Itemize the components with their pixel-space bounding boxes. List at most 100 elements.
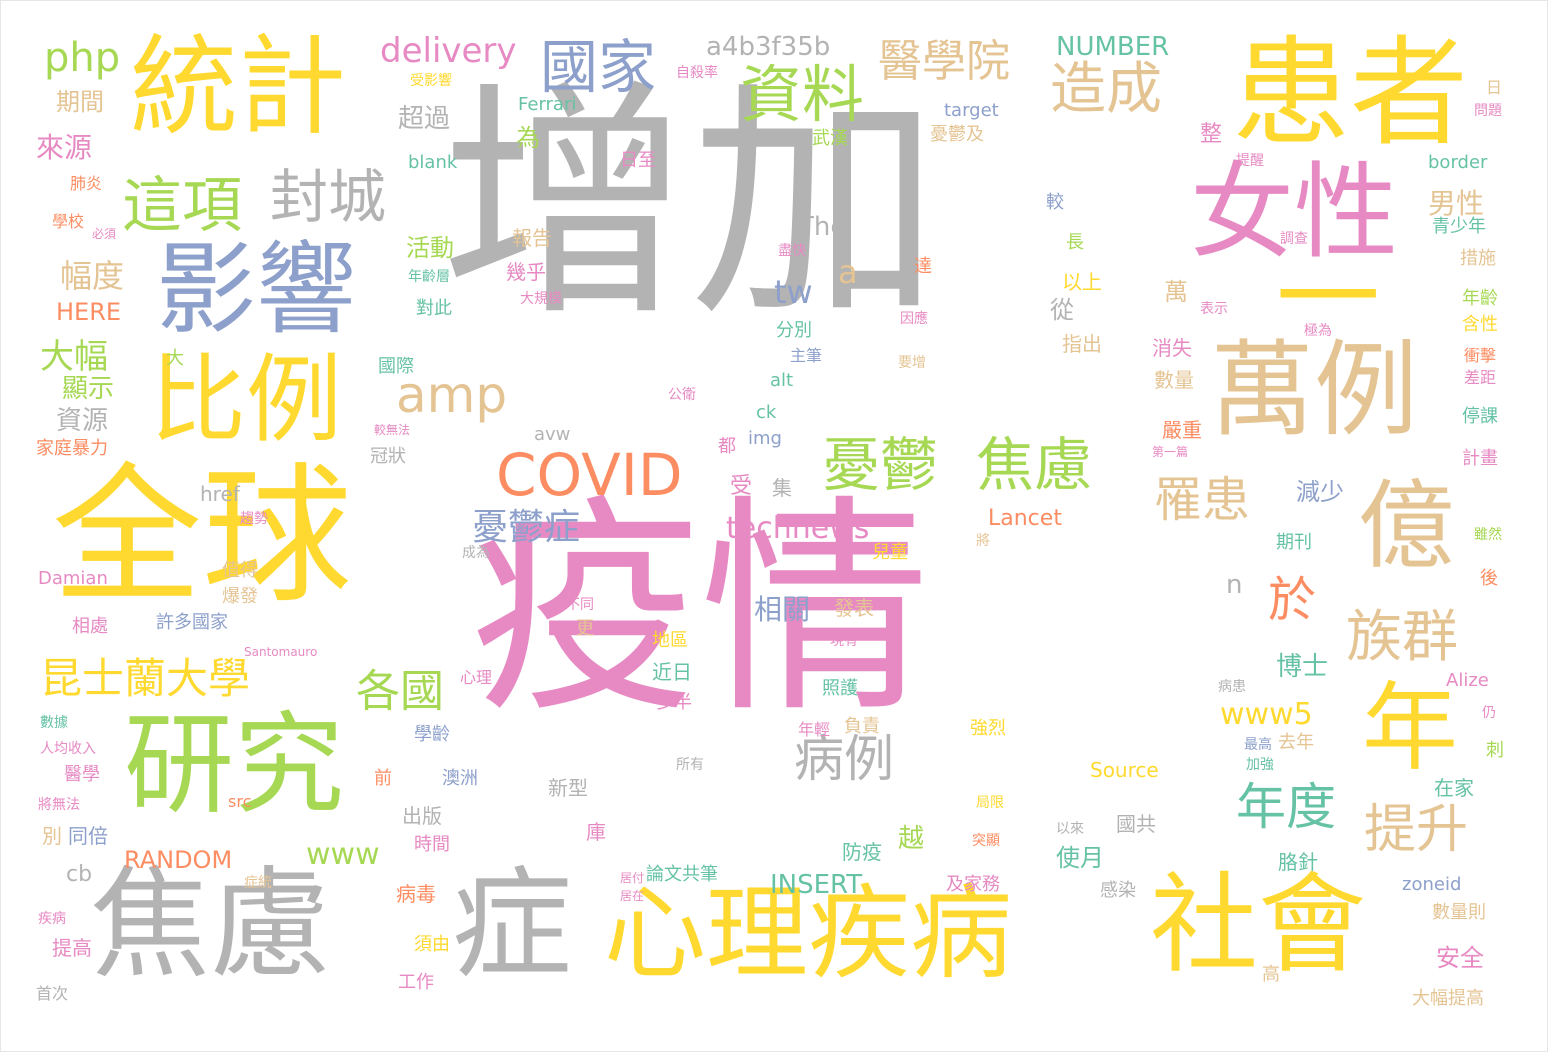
word-cloud-word: 將無法 <box>38 797 80 813</box>
word-cloud-word: 日至 <box>620 150 656 171</box>
word-cloud-word: RANDOM <box>124 846 233 874</box>
word-cloud-word: 含性 <box>1462 314 1498 335</box>
word-cloud-word: 要增 <box>898 355 926 371</box>
word-cloud-word: 前 <box>374 768 392 789</box>
word-cloud-word: 心理疾病 <box>604 875 1012 994</box>
word-cloud-word: 及家務 <box>946 874 1000 895</box>
word-cloud-word: 主筆 <box>790 346 823 365</box>
word-cloud-word: 更 <box>576 618 594 639</box>
word-cloud-word: 達 <box>914 256 932 277</box>
word-cloud-word: 現有 <box>830 633 858 649</box>
word-cloud-word: 差距 <box>1464 368 1497 387</box>
word-cloud-word: 資源 <box>56 406 109 436</box>
word-cloud-word: 憂鬱及 <box>930 124 984 145</box>
word-cloud-word: 加強 <box>1246 757 1274 773</box>
word-cloud-word: 醫學 <box>64 764 100 785</box>
word-cloud-word: 爆發 <box>222 586 258 607</box>
word-cloud-word: 別 <box>42 824 62 848</box>
word-cloud-word: 武漢 <box>812 128 848 149</box>
word-cloud-word: 受 <box>730 474 753 499</box>
word-cloud-word: 影響 <box>156 231 356 348</box>
word-cloud-word: 醫學院 <box>878 36 1010 87</box>
word-cloud-word: 於 <box>1268 572 1317 628</box>
word-cloud-word: 長 <box>1066 232 1084 253</box>
word-cloud-word: 工作 <box>398 972 434 993</box>
word-cloud-word: 罹患 <box>1154 472 1251 528</box>
word-cloud-word: 自殺率 <box>676 65 718 81</box>
word-cloud-word: blank <box>408 152 458 173</box>
word-cloud-word: 超過 <box>398 104 451 134</box>
word-cloud-word: 最高 <box>1244 737 1272 753</box>
word-cloud-word: 族群 <box>1346 605 1458 670</box>
word-cloud-word: INSERT <box>770 870 863 900</box>
word-cloud-word: 時間 <box>414 834 450 855</box>
word-cloud-word: 安全 <box>1436 944 1484 972</box>
word-cloud-word: 焦慮 <box>976 431 1093 499</box>
word-cloud-word: 措施 <box>1460 248 1496 269</box>
word-cloud-word: 新型 <box>548 776 588 800</box>
word-cloud-word: 社會 <box>1150 863 1367 988</box>
word-cloud-word: 日 <box>1486 78 1503 97</box>
word-cloud-word: 嚴重 <box>1162 418 1202 442</box>
word-cloud-word: 問題 <box>1474 103 1502 119</box>
word-cloud-word: 憂鬱 <box>822 431 939 499</box>
word-cloud-word: COVID <box>496 441 683 509</box>
word-cloud-word: a4b3f35b <box>706 32 831 62</box>
word-cloud-word: 整 <box>1200 122 1223 147</box>
word-cloud-word: 各國 <box>356 666 444 717</box>
word-cloud-word: 使月 <box>1056 844 1104 872</box>
word-cloud-word: 數量則 <box>1432 902 1486 923</box>
word-cloud-word: 患者 <box>1232 24 1469 162</box>
word-cloud-word: www <box>306 837 380 872</box>
word-cloud-word: 分別 <box>776 320 812 341</box>
word-cloud-word: 減少 <box>1296 478 1344 506</box>
word-cloud-word: 幅度 <box>60 257 125 295</box>
word-cloud-word: 冠狀 <box>370 446 406 467</box>
word-cloud-word: 封城 <box>270 163 387 231</box>
word-cloud-word: tw <box>774 273 813 311</box>
word-cloud-word: 地區 <box>652 630 688 651</box>
word-cloud-word: 計畫 <box>1462 448 1498 469</box>
word-cloud-word: 都 <box>718 436 736 457</box>
word-cloud-word: 為 <box>516 124 540 152</box>
word-cloud-word: 近日 <box>652 660 692 684</box>
word-cloud-word: 同倍 <box>68 824 108 848</box>
word-cloud-word: 博士 <box>1276 652 1329 682</box>
word-cloud-word: 強烈 <box>970 718 1006 739</box>
word-cloud-word: 提醒 <box>1236 153 1264 169</box>
word-cloud-word: 幾乎 <box>506 260 546 284</box>
word-cloud-word: 所有 <box>676 757 704 773</box>
word-cloud-word: Santomauro <box>244 645 318 659</box>
word-cloud-word: 這項 <box>122 171 242 241</box>
word-cloud-word: 相處 <box>72 616 108 637</box>
word-cloud-word: 青少年 <box>1432 216 1486 237</box>
word-cloud-word: 胳針 <box>1278 850 1318 874</box>
word-cloud-word: a <box>838 253 858 291</box>
word-cloud-word: 居在 <box>620 889 645 903</box>
word-cloud-word: 庫 <box>586 820 606 844</box>
word-cloud-word: 數據 <box>40 715 68 731</box>
word-cloud-word: 年齡層 <box>408 269 450 285</box>
word-cloud-word: Ferrari <box>518 94 577 115</box>
word-cloud-word: 出版 <box>402 804 442 828</box>
word-cloud-word: technews <box>726 511 870 546</box>
word-cloud-word: 雖然 <box>1474 527 1502 543</box>
word-cloud-word: 疫情 <box>470 477 931 744</box>
word-cloud-word: 許多國家 <box>156 612 228 633</box>
word-cloud-word: 大規模 <box>520 291 562 307</box>
word-cloud-word: 盡快 <box>778 243 806 259</box>
word-cloud-word: 消失 <box>1152 336 1192 360</box>
word-cloud-word: 調查 <box>1280 231 1308 247</box>
word-cloud-word: 年齡 <box>1462 288 1498 309</box>
word-cloud-word: 突顯 <box>972 833 1000 849</box>
word-cloud-word: 焦慮 <box>90 856 330 995</box>
word-cloud-word: amp <box>396 366 508 424</box>
word-cloud-word: 將 <box>976 533 990 549</box>
word-cloud-word: Source <box>1090 758 1159 782</box>
word-cloud-word: 萬例 <box>1210 329 1419 451</box>
word-cloud-word: 病毒 <box>396 882 436 906</box>
word-cloud-word: 高 <box>1262 964 1280 985</box>
word-cloud-word: 防疫 <box>842 840 882 864</box>
word-cloud-word: 較無法 <box>374 423 411 437</box>
